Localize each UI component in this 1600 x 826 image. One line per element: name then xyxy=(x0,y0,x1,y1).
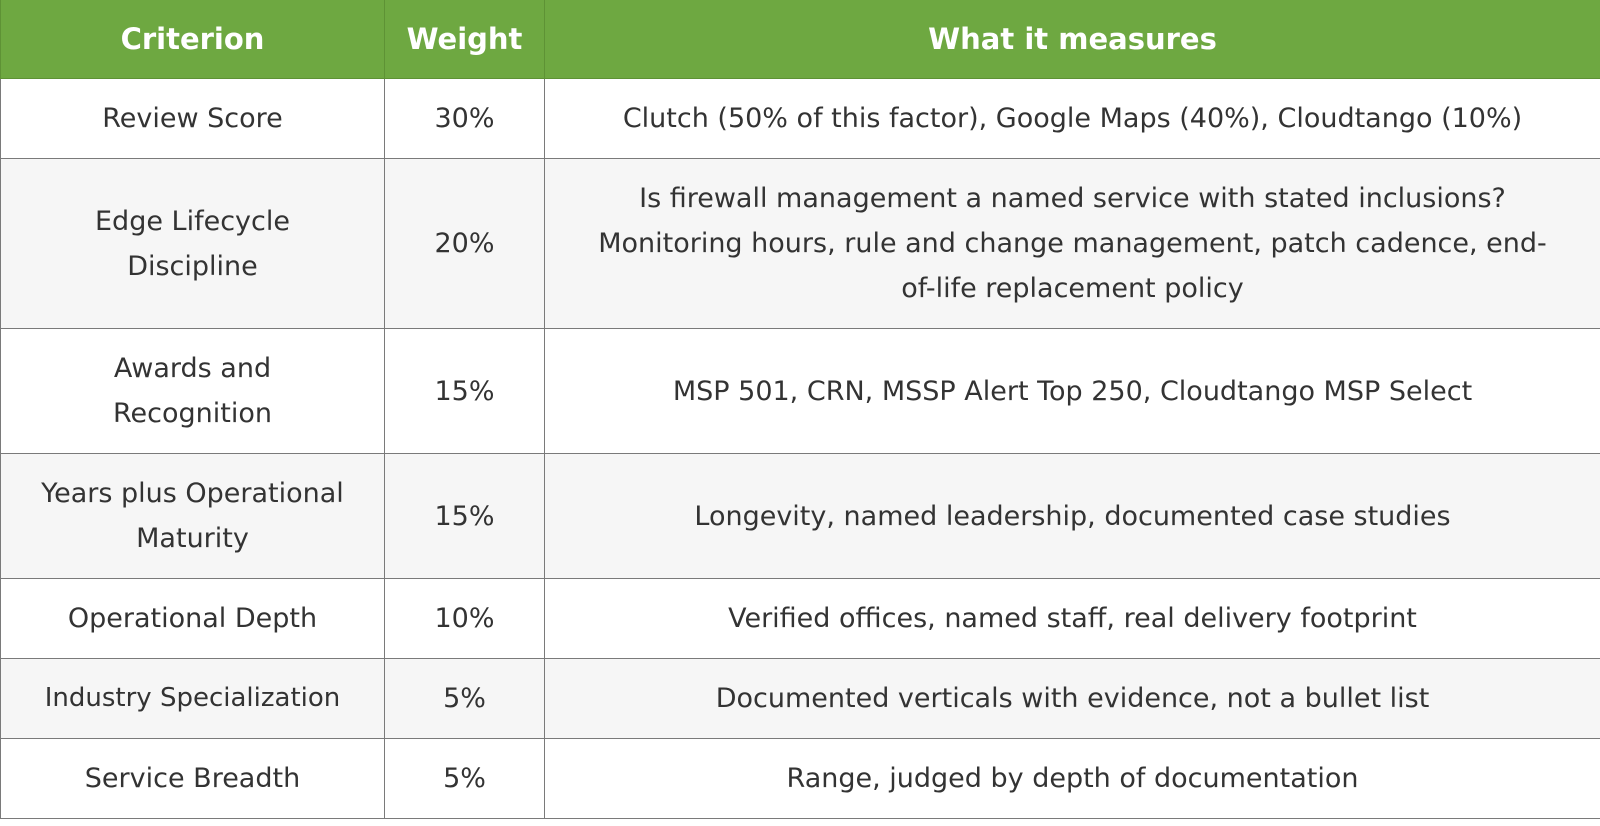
criterion-cell: Edge Lifecycle Discipline xyxy=(0,158,385,329)
table-row: Edge Lifecycle Discipline 20% Is firewal… xyxy=(0,158,1600,329)
weight-cell: 5% xyxy=(384,738,545,819)
criterion-cell: Industry Specialization xyxy=(0,658,385,739)
weight-cell: 10% xyxy=(384,578,545,659)
measures-cell: Is firewall management a named service w… xyxy=(544,158,1600,329)
weight-cell: 15% xyxy=(384,328,545,454)
table-row: Review Score 30% Clutch (50% of this fac… xyxy=(0,78,1600,159)
header-weight: Weight xyxy=(384,0,545,79)
criterion-cell: Operational Depth xyxy=(0,578,385,659)
criterion-cell: Review Score xyxy=(0,78,385,159)
table-row: Operational Depth 10% Verified offices, … xyxy=(0,578,1600,659)
measures-cell: Clutch (50% of this factor), Google Maps… xyxy=(544,78,1600,159)
header-criterion: Criterion xyxy=(0,0,385,79)
criterion-cell: Years plus Operational Maturity xyxy=(0,453,385,579)
measures-cell: Longevity, named leadership, documented … xyxy=(544,453,1600,579)
weight-cell: 30% xyxy=(384,78,545,159)
measures-cell: Verified offices, named staff, real deli… xyxy=(544,578,1600,659)
criterion-cell: Service Breadth xyxy=(0,738,385,819)
table-header-row: Criterion Weight What it measures xyxy=(0,0,1600,79)
weight-cell: 20% xyxy=(384,158,545,329)
table-row: Service Breadth 5% Range, judged by dept… xyxy=(0,738,1600,819)
measures-cell: Documented verticals with evidence, not … xyxy=(544,658,1600,739)
measures-cell: Range, judged by depth of documentation xyxy=(544,738,1600,819)
measures-cell: MSP 501, CRN, MSSP Alert Top 250, Cloudt… xyxy=(544,328,1600,454)
header-what-it-measures: What it measures xyxy=(544,0,1600,79)
weight-cell: 15% xyxy=(384,453,545,579)
table-row: Awards and Recognition 15% MSP 501, CRN,… xyxy=(0,328,1600,454)
criterion-cell: Awards and Recognition xyxy=(0,328,385,454)
table-row: Industry Specialization 5% Documented ve… xyxy=(0,658,1600,739)
weight-cell: 5% xyxy=(384,658,545,739)
table-row: Years plus Operational Maturity 15% Long… xyxy=(0,453,1600,579)
